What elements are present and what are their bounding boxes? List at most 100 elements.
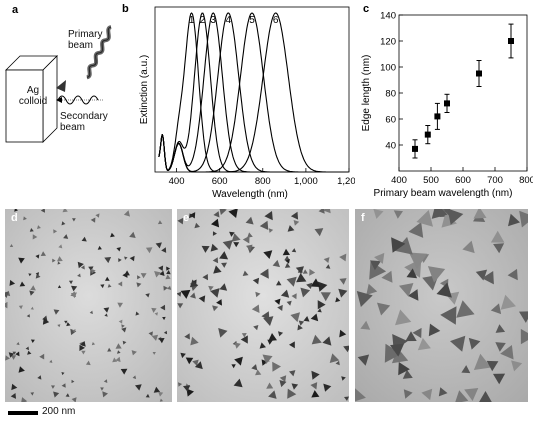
nanoprism — [323, 209, 331, 214]
nanoprism — [21, 397, 28, 402]
nanoprism — [18, 257, 25, 264]
nanoprism — [120, 368, 128, 375]
nanoprism — [490, 303, 502, 315]
nanoprism — [377, 302, 391, 316]
nanoprism — [9, 279, 16, 286]
nanoprism — [189, 279, 198, 288]
nanoprism — [290, 211, 299, 220]
nanoprism — [464, 388, 479, 401]
box-label: Ag colloid — [18, 85, 48, 107]
nanoprism — [153, 386, 161, 393]
panel-label-b: b — [122, 3, 129, 15]
nanoprism — [192, 359, 199, 366]
nanoprism — [344, 396, 349, 401]
nanoprism — [279, 380, 287, 388]
nanoprism — [121, 327, 127, 333]
nanoprism — [5, 301, 8, 309]
spectrum-line-5 — [158, 12, 343, 173]
nanoprism — [123, 210, 130, 217]
nanoprism — [65, 393, 70, 397]
nanoprism — [317, 300, 326, 310]
nanoprism — [311, 334, 322, 345]
nanoprism — [278, 331, 284, 337]
nanoprism — [317, 281, 328, 292]
nanoprism — [166, 266, 171, 271]
nanoprism — [255, 291, 261, 298]
nanoprism — [61, 372, 65, 376]
nanoprism — [163, 330, 168, 335]
nanoprism — [233, 242, 240, 248]
nanoprism — [391, 237, 406, 253]
nanoprism — [338, 288, 348, 298]
nanoprism — [81, 350, 86, 355]
nanoprism — [64, 320, 68, 324]
nanoprism — [68, 280, 73, 285]
nanoprism — [335, 297, 341, 303]
nanoprism — [14, 209, 18, 212]
nanoprism — [77, 273, 81, 278]
nanoprism — [35, 254, 40, 259]
nanoprism — [231, 364, 236, 369]
nanoprism — [462, 240, 475, 254]
nanoprism — [303, 316, 310, 322]
nanoprism — [339, 278, 347, 285]
nanoprism — [357, 354, 370, 366]
nanoprism — [115, 356, 121, 363]
nanoprism — [177, 303, 184, 309]
micrograph-d-image — [5, 209, 172, 402]
panel-c-edge-length: 400 500 600 700 800 40 60 80 100 120 140 Primary be… — [355, 0, 533, 205]
nanoprism — [290, 312, 300, 323]
nanoprism — [189, 292, 196, 299]
nanoprism — [70, 292, 77, 299]
nanoprism — [259, 268, 269, 279]
nanoprism — [473, 353, 492, 370]
nanoprism — [211, 218, 220, 228]
nanoprism — [91, 342, 96, 346]
x-tick-label: 700 — [487, 175, 503, 186]
nanoprism — [5, 355, 10, 361]
y-axis-label: Extinction (a.u.) — [139, 55, 150, 124]
nanoprism — [438, 387, 448, 397]
x-axis-label: Wavelength (nm) — [212, 189, 288, 200]
data-point — [434, 113, 441, 120]
nanoprism — [272, 361, 281, 372]
nanoprism — [185, 357, 194, 365]
nanoprism — [289, 370, 296, 377]
nanoprism — [107, 347, 112, 352]
nanoprism — [53, 309, 60, 315]
nanoprism — [18, 305, 23, 310]
nanoprism — [282, 248, 290, 256]
nanoprism — [28, 273, 32, 277]
nanoprism — [112, 357, 118, 363]
nanoprism — [158, 391, 164, 397]
nanoprism — [100, 387, 104, 391]
nanoprism — [268, 390, 277, 399]
nanoprism — [268, 228, 274, 233]
spectrum-label-1: 1 — [189, 15, 195, 26]
nanoprism — [212, 305, 219, 312]
nanoprism — [287, 388, 297, 399]
nanoprism — [272, 259, 280, 268]
nanoprism — [5, 291, 9, 298]
nanoprism — [310, 382, 318, 390]
nanoprism — [151, 307, 157, 313]
nanoprism — [441, 212, 457, 228]
nanoprism — [137, 275, 141, 280]
nanoprism — [105, 276, 110, 281]
nanoprism — [219, 283, 228, 291]
nanoprism — [399, 283, 414, 297]
nanoprism — [167, 285, 172, 290]
primary-beam-label: Primary beam — [68, 29, 103, 51]
nanoprism — [461, 365, 471, 374]
nanoprism — [30, 285, 36, 291]
nanoprism — [27, 350, 32, 355]
nanoprism — [284, 255, 290, 261]
x-tick-label: 400 — [391, 175, 407, 186]
nanoprism — [97, 245, 102, 250]
nanoprism — [122, 340, 127, 345]
nanoprism — [310, 313, 319, 322]
micrograph-e: e — [177, 209, 349, 402]
nanoprism — [63, 234, 69, 239]
nanoprism — [19, 281, 26, 287]
nanoprism — [9, 244, 14, 247]
